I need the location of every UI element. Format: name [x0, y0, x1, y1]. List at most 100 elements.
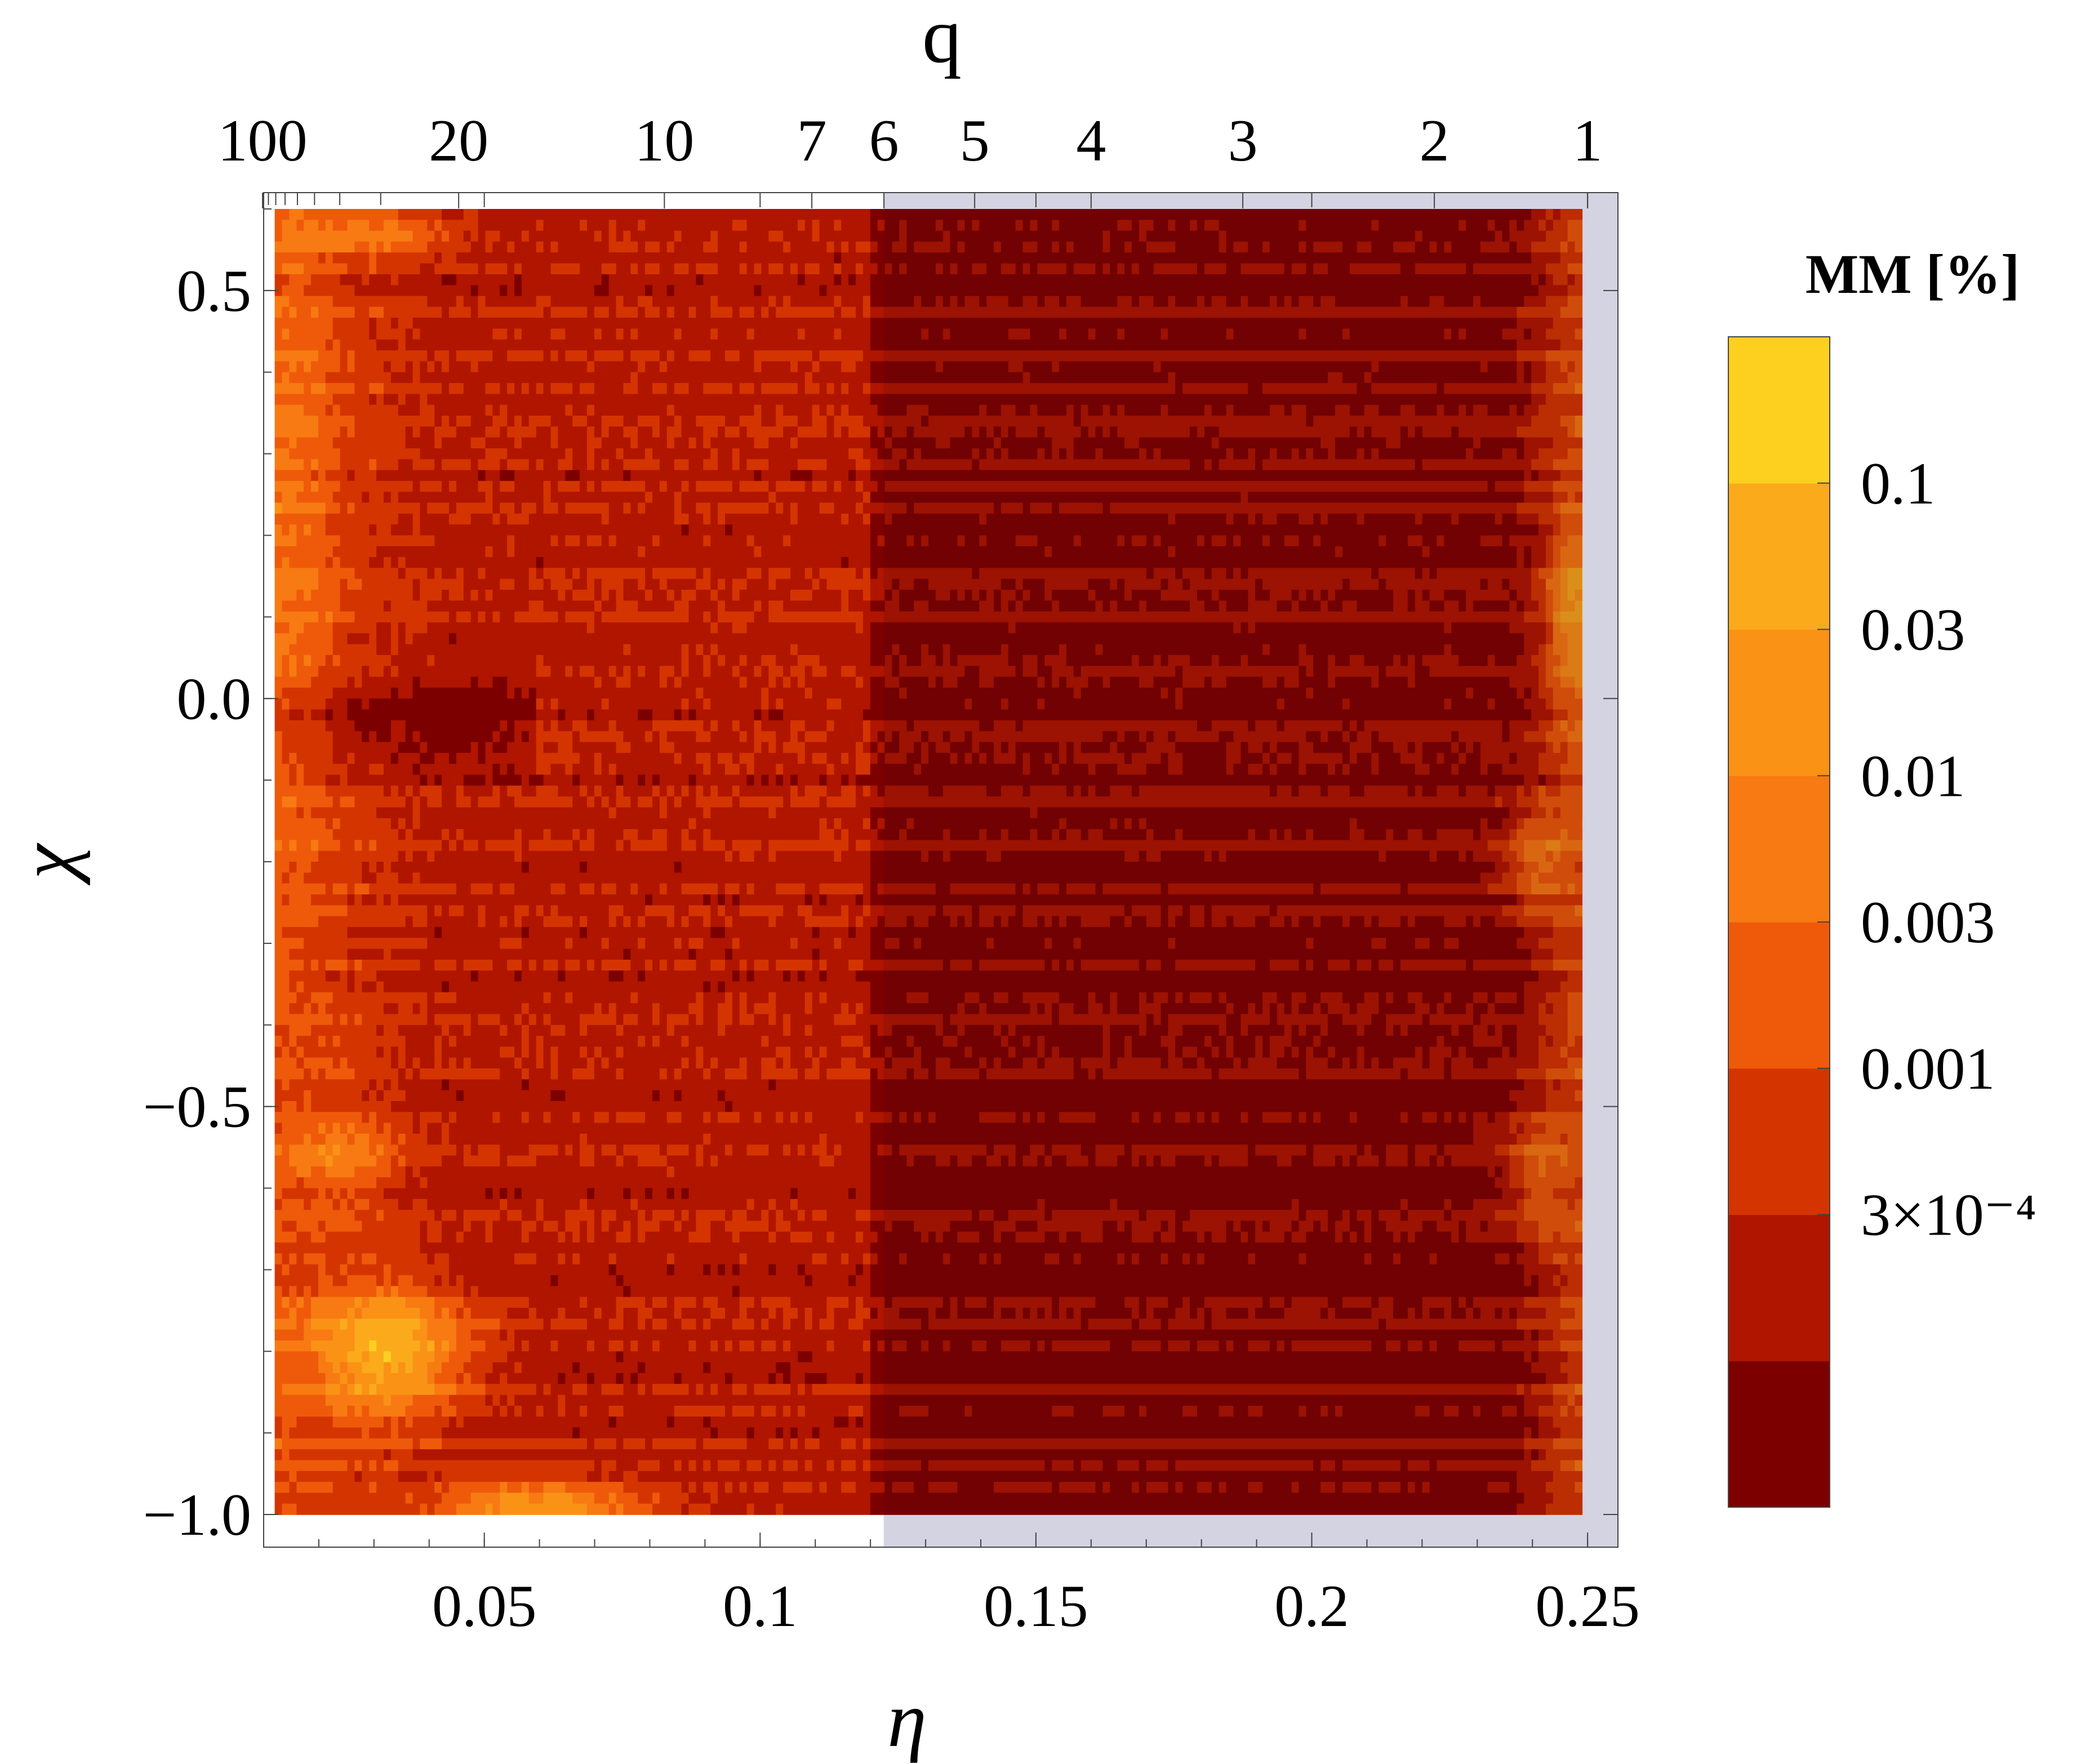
heatmap-cell — [783, 1014, 791, 1026]
heatmap-cell — [666, 426, 682, 438]
heatmap-cell — [819, 285, 828, 297]
heatmap-cell — [819, 220, 835, 231]
heatmap-cell — [834, 252, 842, 264]
heatmap-cell — [1378, 578, 1386, 590]
heatmap-cell — [296, 796, 333, 808]
heatmap-cell — [522, 1046, 530, 1058]
heatmap-cell — [834, 328, 842, 340]
heatmap-cell — [696, 1220, 711, 1232]
heatmap-cell — [1008, 600, 1016, 612]
heatmap-cell — [274, 796, 283, 808]
heatmap-cell — [1335, 437, 1387, 449]
heatmap-cell — [572, 666, 580, 678]
heatmap-cell — [666, 306, 675, 318]
heatmap-cell — [1248, 655, 1300, 667]
heatmap-cell — [340, 1036, 406, 1048]
heatmap-cell — [1219, 437, 1321, 449]
heatmap-cell — [536, 220, 544, 231]
heatmap-cell — [884, 220, 900, 231]
heatmap-cell — [274, 361, 290, 373]
heatmap-cell — [296, 807, 304, 819]
heatmap-cell — [783, 1144, 791, 1156]
heatmap-cell — [812, 752, 828, 764]
heatmap-cell — [347, 633, 370, 645]
heatmap-cell — [899, 459, 908, 471]
heatmap-cell — [696, 578, 711, 590]
heatmap-cell — [536, 1046, 544, 1058]
heatmap-cell — [688, 1144, 697, 1156]
heatmap-cell — [289, 372, 326, 384]
heatmap-cell — [1575, 600, 1583, 612]
heatmap-cell — [623, 916, 632, 928]
heatmap-cell — [718, 230, 770, 242]
heatmap-cell — [1517, 361, 1524, 373]
heatmap-cell — [1044, 426, 1082, 438]
heatmap-cell — [659, 785, 668, 797]
heatmap-cell — [754, 1003, 776, 1015]
heatmap-cell — [659, 1220, 675, 1232]
heatmap-cell — [1095, 448, 1104, 460]
heatmap-cell — [797, 785, 806, 797]
heatmap-cell — [856, 274, 871, 286]
heatmap-cell — [384, 981, 442, 993]
heatmap-cell — [754, 731, 776, 743]
heatmap-cell — [834, 818, 842, 830]
heatmap-cell — [405, 622, 428, 634]
heatmap-cell — [1160, 328, 1169, 340]
heatmap-cell — [1553, 622, 1561, 634]
heatmap-cell — [645, 774, 653, 786]
heatmap-cell — [412, 850, 428, 862]
heatmap-cell — [681, 862, 871, 874]
heatmap-cell — [332, 404, 341, 416]
heatmap-cell — [630, 350, 660, 362]
heatmap-cell — [1567, 274, 1576, 286]
heatmap-cell — [790, 1340, 828, 1352]
heatmap-cell — [666, 676, 675, 688]
heatmap-cell — [456, 350, 493, 362]
heatmap-cell — [645, 894, 653, 906]
heatmap-cell — [812, 959, 820, 971]
heatmap-cell — [347, 948, 384, 960]
heatmap-cell — [282, 1079, 290, 1091]
heatmap-cell — [732, 1264, 740, 1276]
heatmap-cell — [841, 274, 849, 286]
heatmap-cell — [587, 459, 595, 471]
heatmap-cell — [470, 306, 479, 318]
heatmap-cell — [776, 1340, 784, 1352]
heatmap-cell — [478, 752, 486, 764]
heatmap-cell — [522, 829, 544, 841]
heatmap-cell — [434, 1210, 442, 1222]
heatmap-cell — [427, 916, 479, 928]
heatmap-cell — [1102, 448, 1140, 460]
heatmap-cell — [565, 611, 595, 623]
heatmap-cell — [601, 959, 632, 971]
heatmap-cell — [412, 459, 435, 471]
heatmap-cell — [500, 916, 508, 928]
heatmap-cell — [739, 459, 748, 471]
heatmap-cell — [659, 742, 675, 754]
heatmap-cell — [514, 687, 522, 699]
heatmap-cell — [470, 1057, 515, 1069]
heatmap-cell — [797, 1144, 806, 1156]
heatmap-cell — [710, 1231, 733, 1243]
heatmap-cell — [354, 416, 435, 427]
heatmap-cell — [456, 1057, 464, 1069]
heatmap-cell — [681, 644, 690, 656]
heatmap-cell — [710, 328, 718, 340]
heatmap-cell — [768, 1220, 776, 1232]
heatmap-cell — [274, 350, 319, 362]
heatmap-cell — [856, 480, 864, 492]
heatmap-cell — [565, 590, 573, 602]
heatmap-cell — [442, 1036, 450, 1048]
heatmap-cell — [804, 480, 813, 492]
heatmap-cell — [754, 883, 776, 895]
heatmap-cell — [1248, 492, 1524, 504]
heatmap-cell — [666, 883, 682, 895]
heatmap-cell — [623, 1188, 632, 1200]
heatmap-cell — [783, 764, 828, 776]
heatmap-cell — [1175, 220, 1190, 231]
heatmap-cell — [1124, 535, 1132, 547]
heatmap-cell — [376, 1024, 384, 1036]
heatmap-cell — [645, 361, 660, 373]
heatmap-cell — [420, 785, 442, 797]
